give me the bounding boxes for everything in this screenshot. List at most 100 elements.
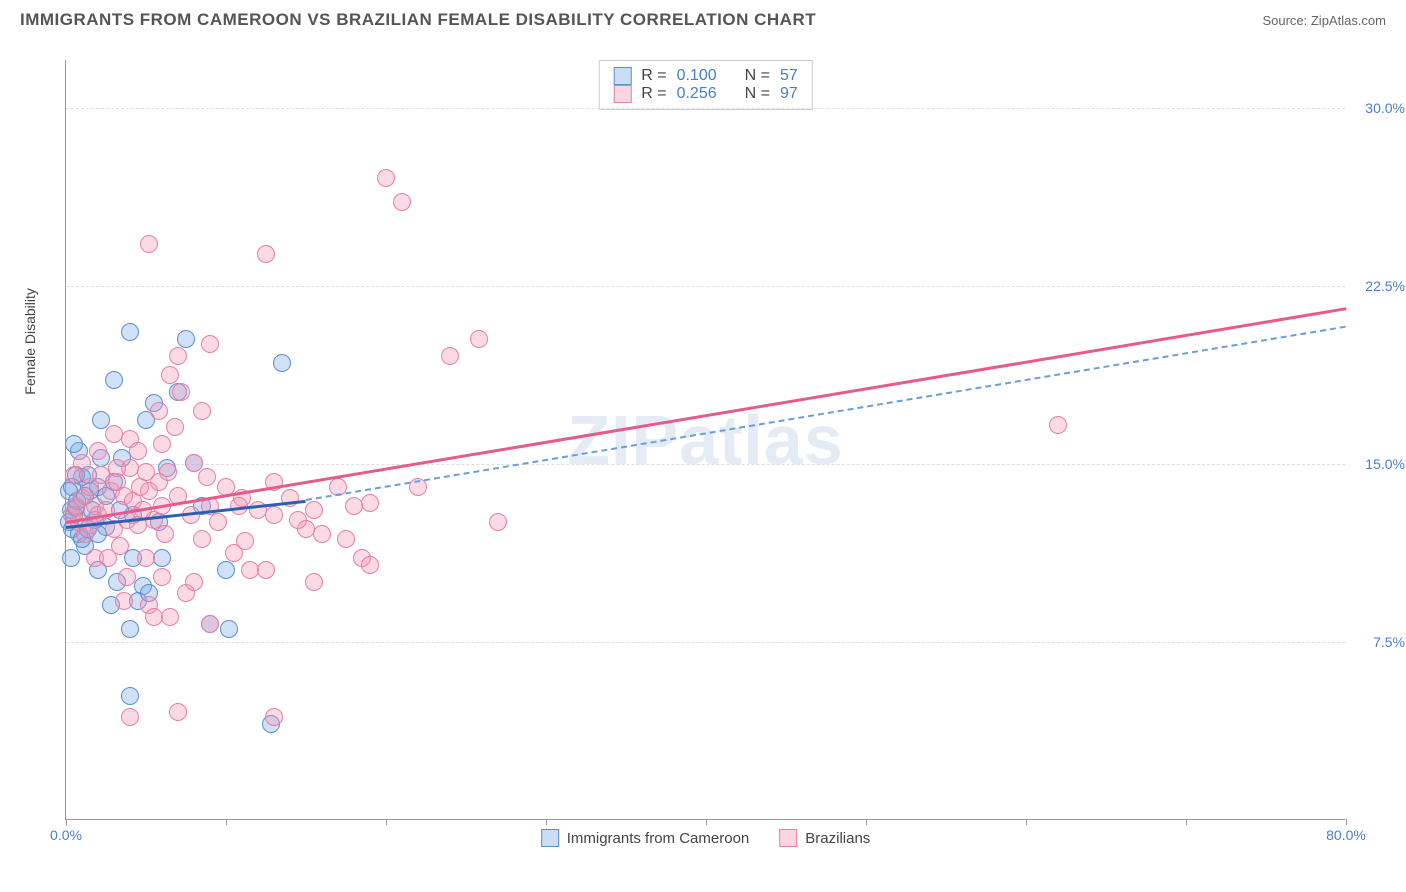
legend-swatch-icon (541, 829, 559, 847)
scatter-point-pink (377, 169, 395, 187)
xtick (546, 819, 547, 825)
xtick (1026, 819, 1027, 825)
watermark: ZIPatlas (567, 400, 843, 480)
scatter-point-pink (150, 402, 168, 420)
r-value-blue: 0.100 (677, 67, 717, 85)
scatter-point-pink (201, 335, 219, 353)
scatter-point-pink (470, 330, 488, 348)
scatter-point-pink (489, 513, 507, 531)
gridline-h (66, 108, 1345, 109)
scatter-point-blue (273, 354, 291, 372)
scatter-point-pink (265, 506, 283, 524)
scatter-point-pink (193, 530, 211, 548)
scatter-point-pink (361, 494, 379, 512)
scatter-point-pink (145, 608, 163, 626)
ytick-label: 7.5% (1373, 634, 1405, 650)
legend-swatch-pink (613, 85, 631, 103)
scatter-point-pink (185, 573, 203, 591)
series-legend: Immigrants from Cameroon Brazilians (541, 829, 871, 847)
scatter-point-pink (345, 497, 363, 515)
scatter-point-pink (172, 383, 190, 401)
scatter-point-blue (121, 687, 139, 705)
scatter-plot: ZIPatlas R = 0.100 N = 57 R = 0.256 N = … (65, 60, 1345, 820)
source-link[interactable]: ZipAtlas.com (1311, 13, 1386, 28)
r-value-pink: 0.256 (677, 85, 717, 103)
legend-row-pink: R = 0.256 N = 97 (613, 85, 798, 103)
xtick (386, 819, 387, 825)
scatter-point-pink (305, 501, 323, 519)
scatter-point-blue (121, 323, 139, 341)
xtick (706, 819, 707, 825)
scatter-point-pink (289, 511, 307, 529)
scatter-point-blue (65, 435, 83, 453)
scatter-point-pink (89, 442, 107, 460)
scatter-point-blue (121, 620, 139, 638)
scatter-point-pink (337, 530, 355, 548)
chart-container: Female Disability ZIPatlas R = 0.100 N =… (50, 50, 1390, 830)
legend-swatch-blue (613, 67, 631, 85)
xtick (866, 819, 867, 825)
scatter-point-pink (198, 468, 216, 486)
n-value-pink: 97 (780, 85, 798, 103)
gridline-h (66, 286, 1345, 287)
legend-item-pink: Brazilians (779, 829, 870, 847)
scatter-point-pink (131, 478, 149, 496)
scatter-point-pink (65, 466, 83, 484)
scatter-point-pink (441, 347, 459, 365)
xtick (1346, 819, 1347, 825)
ytick-label: 22.5% (1365, 278, 1405, 294)
scatter-point-pink (236, 532, 254, 550)
gridline-h (66, 464, 1345, 465)
chart-title: IMMIGRANTS FROM CAMEROON VS BRAZILIAN FE… (20, 10, 816, 30)
scatter-point-pink (115, 592, 133, 610)
scatter-point-pink (265, 708, 283, 726)
scatter-point-pink (129, 442, 147, 460)
ytick-label: 30.0% (1365, 100, 1405, 116)
scatter-point-pink (99, 549, 117, 567)
legend-swatch-icon (779, 829, 797, 847)
scatter-point-pink (105, 425, 123, 443)
scatter-point-blue (177, 330, 195, 348)
scatter-point-blue (217, 561, 235, 579)
scatter-point-blue (62, 549, 80, 567)
source-attribution: Source: ZipAtlas.com (1262, 13, 1386, 28)
scatter-point-pink (209, 513, 227, 531)
gridline-h (66, 642, 1345, 643)
legend-row-blue: R = 0.100 N = 57 (613, 67, 798, 85)
scatter-point-pink (257, 245, 275, 263)
scatter-point-pink (153, 435, 171, 453)
scatter-point-pink (140, 235, 158, 253)
xtick (66, 819, 67, 825)
scatter-point-blue (220, 620, 238, 638)
scatter-point-pink (166, 418, 184, 436)
scatter-point-pink (1049, 416, 1067, 434)
scatter-point-pink (153, 568, 171, 586)
scatter-point-blue (153, 549, 171, 567)
scatter-point-pink (361, 556, 379, 574)
scatter-point-pink (393, 193, 411, 211)
scatter-point-blue (105, 371, 123, 389)
correlation-legend: R = 0.100 N = 57 R = 0.256 N = 97 (598, 60, 813, 110)
scatter-point-pink (121, 708, 139, 726)
scatter-point-pink (257, 561, 275, 579)
scatter-point-pink (193, 402, 211, 420)
xtick-label: 0.0% (50, 827, 82, 843)
trendline (66, 307, 1346, 524)
legend-item-blue: Immigrants from Cameroon (541, 829, 750, 847)
scatter-point-pink (313, 525, 331, 543)
scatter-point-pink (137, 549, 155, 567)
scatter-point-pink (305, 573, 323, 591)
scatter-point-pink (156, 525, 174, 543)
xtick (226, 819, 227, 825)
scatter-point-pink (161, 608, 179, 626)
y-axis-label: Female Disability (22, 288, 38, 395)
trendline (306, 326, 1346, 501)
scatter-point-pink (169, 703, 187, 721)
ytick-label: 15.0% (1365, 456, 1405, 472)
n-value-blue: 57 (780, 67, 798, 85)
scatter-point-pink (169, 347, 187, 365)
scatter-point-pink (159, 463, 177, 481)
scatter-point-pink (201, 615, 219, 633)
xtick-label: 80.0% (1326, 827, 1366, 843)
scatter-point-pink (118, 568, 136, 586)
